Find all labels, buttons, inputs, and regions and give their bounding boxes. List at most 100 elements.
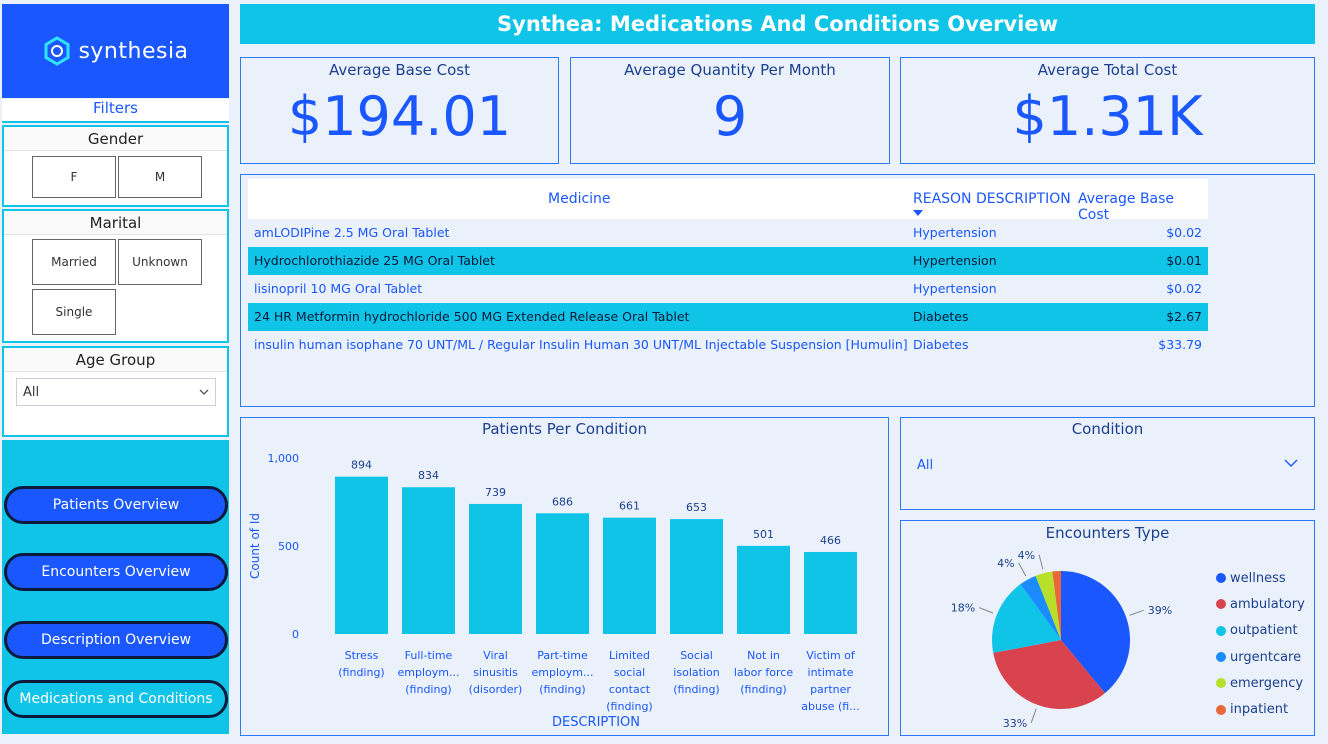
x-tick-label: (finding) bbox=[740, 683, 786, 696]
bar[interactable] bbox=[670, 519, 723, 634]
legend-item[interactable]: ambulatory bbox=[1216, 591, 1305, 617]
table-row[interactable]: amLODIPine 2.5 MG Oral Tablet Hypertensi… bbox=[248, 219, 1208, 247]
encounters-type-chart: 39% 33% 18% 4% 4% bbox=[951, 549, 1173, 730]
bar-data-label: 739 bbox=[485, 486, 506, 499]
brand-logo: synthesia bbox=[2, 4, 229, 98]
synthesia-logo-icon bbox=[44, 36, 70, 66]
legend-item[interactable]: outpatient bbox=[1216, 618, 1305, 644]
kpi-value: 9 bbox=[712, 85, 748, 148]
cell-cost: $0.02 bbox=[1166, 281, 1202, 296]
gender-option-f[interactable]: F bbox=[32, 156, 116, 198]
pie-slice[interactable] bbox=[1061, 571, 1130, 694]
pie-slice[interactable] bbox=[1052, 571, 1061, 640]
bar[interactable] bbox=[804, 551, 857, 634]
table-row[interactable]: 24 HR Metformin hydrochloride 500 MG Ext… bbox=[248, 303, 1208, 331]
bar-data-label: 466 bbox=[820, 534, 841, 547]
nav-patients-overview[interactable]: Patients Overview bbox=[4, 486, 228, 524]
x-tick-label: isolation bbox=[673, 666, 719, 679]
nav-medications-and-conditions[interactable]: Medications and Conditions bbox=[4, 680, 228, 718]
pie-slice[interactable] bbox=[1035, 571, 1061, 640]
column-header-cost[interactable]: Average Base Cost bbox=[1078, 191, 1175, 223]
kpi-label: Average Quantity Per Month bbox=[624, 61, 836, 79]
x-tick-label: (disorder) bbox=[469, 683, 523, 696]
x-tick-label: Full-time bbox=[405, 649, 453, 662]
marital-option-single[interactable]: Single bbox=[32, 289, 116, 335]
kpi-value: $194.01 bbox=[287, 85, 512, 148]
cell-reason: Diabetes bbox=[913, 337, 969, 352]
x-tick-label: Victim of bbox=[806, 649, 856, 662]
pie-data-label: 39% bbox=[1148, 604, 1172, 617]
gender-filter: Gender F M bbox=[2, 125, 229, 207]
x-tick-label: intimate bbox=[808, 666, 854, 679]
bar-data-label: 894 bbox=[351, 459, 372, 472]
filters-title: Filters bbox=[2, 99, 229, 123]
bar-data-label: 653 bbox=[686, 501, 707, 514]
y-tick-label: 1,000 bbox=[268, 452, 300, 465]
bar[interactable] bbox=[536, 513, 589, 634]
legend-label: ambulatory bbox=[1230, 596, 1305, 612]
chart-title: Patients Per Condition bbox=[481, 420, 648, 438]
x-tick-label: contact bbox=[609, 683, 651, 696]
bar[interactable] bbox=[335, 476, 388, 634]
nav-description-overview[interactable]: Description Overview bbox=[4, 621, 228, 659]
table-row[interactable]: lisinopril 10 MG Oral Tablet Hypertensio… bbox=[248, 275, 1208, 303]
cell-medicine: Hydrochlorothiazide 25 MG Oral Tablet bbox=[254, 253, 495, 268]
cell-reason: Diabetes bbox=[913, 309, 969, 324]
medications-table: Medicine REASON DESCRIPTION Average Base… bbox=[248, 179, 1208, 359]
pie-slice[interactable] bbox=[992, 584, 1061, 653]
legend-dot-icon bbox=[1216, 599, 1226, 610]
cell-reason: Hypertension bbox=[913, 225, 997, 240]
cell-cost: $33.79 bbox=[1158, 337, 1202, 352]
legend-dot-icon bbox=[1216, 678, 1226, 689]
pie-data-label: 4% bbox=[997, 557, 1014, 570]
cell-reason: Hypertension bbox=[913, 281, 997, 296]
kpi-average-total-cost: Average Total Cost $1.31K bbox=[900, 57, 1315, 164]
table-row[interactable]: insulin human isophane 70 UNT/ML / Regul… bbox=[248, 331, 1208, 359]
pie-leader-line bbox=[978, 607, 994, 614]
x-tick-label: (finding) bbox=[539, 683, 585, 696]
legend-item[interactable]: urgentcare bbox=[1216, 644, 1305, 670]
table-row[interactable]: Hydrochlorothiazide 25 MG Oral Tablet Hy… bbox=[248, 247, 1208, 275]
bar[interactable] bbox=[737, 545, 790, 634]
page-title: Synthea: Medications And Conditions Over… bbox=[240, 4, 1315, 44]
cell-medicine: insulin human isophane 70 UNT/ML / Regul… bbox=[254, 337, 908, 352]
condition-select-value[interactable]: All bbox=[917, 458, 934, 473]
y-tick-label: 0 bbox=[292, 628, 299, 641]
chevron-down-icon[interactable] bbox=[1284, 458, 1298, 468]
cell-cost: $0.02 bbox=[1166, 225, 1202, 240]
column-header-medicine[interactable]: Medicine bbox=[548, 191, 611, 207]
x-tick-label: (finding) bbox=[606, 700, 652, 713]
legend-item[interactable]: inpatient bbox=[1216, 696, 1305, 722]
cell-medicine: 24 HR Metformin hydrochloride 500 MG Ext… bbox=[254, 309, 690, 324]
cell-medicine: amLODIPine 2.5 MG Oral Tablet bbox=[254, 225, 450, 240]
patients-per-condition-panel: Patients Per Condition 0 500 1,000 Count of… bbox=[240, 417, 889, 736]
gender-option-m[interactable]: M bbox=[118, 156, 202, 198]
sort-desc-icon[interactable] bbox=[913, 210, 923, 216]
pie-slice[interactable] bbox=[1020, 575, 1061, 640]
age-group-select[interactable]: All bbox=[16, 378, 216, 406]
bar[interactable] bbox=[603, 517, 656, 634]
bar[interactable] bbox=[402, 487, 455, 634]
legend-item[interactable]: wellness bbox=[1216, 565, 1305, 591]
table-header: Medicine REASON DESCRIPTION Average Base… bbox=[248, 179, 1208, 223]
legend-label: urgentcare bbox=[1230, 649, 1302, 665]
x-tick-label: Social bbox=[680, 649, 713, 662]
column-header-reason[interactable]: REASON DESCRIPTION bbox=[913, 191, 1071, 207]
pie-leader-line bbox=[1018, 562, 1027, 577]
nav-encounters-overview[interactable]: Encounters Overview bbox=[4, 553, 228, 591]
legend-dot-icon bbox=[1216, 652, 1226, 663]
kpi-average-quantity: Average Quantity Per Month 9 bbox=[570, 57, 890, 164]
x-tick-label: Limited bbox=[609, 649, 650, 662]
x-tick-label: labor force bbox=[734, 666, 793, 679]
pie-slice[interactable] bbox=[993, 640, 1105, 709]
bar-data-label: 834 bbox=[418, 469, 439, 482]
bar[interactable] bbox=[469, 503, 522, 634]
legend-item[interactable]: emergency bbox=[1216, 670, 1305, 696]
legend-label: outpatient bbox=[1230, 623, 1298, 639]
age-group-value: All bbox=[23, 385, 40, 400]
bar-data-label: 661 bbox=[619, 500, 640, 513]
pie-leader-line bbox=[1038, 554, 1044, 570]
marital-option-unknown[interactable]: Unknown bbox=[118, 239, 202, 285]
bar-data-label: 686 bbox=[552, 495, 573, 508]
marital-option-married[interactable]: Married bbox=[32, 239, 116, 285]
